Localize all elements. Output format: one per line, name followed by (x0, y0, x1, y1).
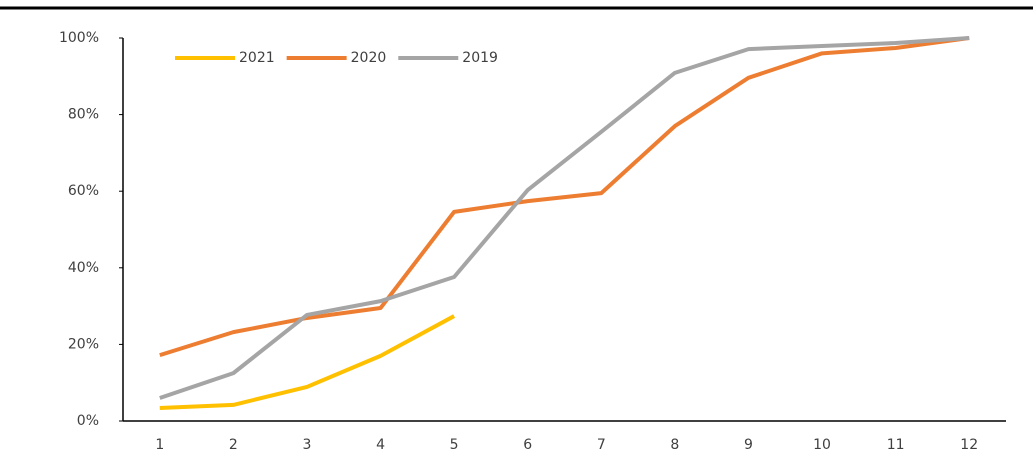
x-tick-label: 6 (523, 437, 532, 453)
series-line (159, 36, 970, 400)
legend-label: 2020 (351, 50, 387, 66)
y-tick-label: 20% (68, 336, 99, 352)
legend-label: 2021 (239, 50, 275, 66)
series-line (159, 314, 456, 410)
x-tick-label: 9 (744, 437, 753, 453)
legend-label: 2019 (462, 50, 498, 66)
x-tick-label: 4 (376, 437, 385, 453)
x-tick-label: 1 (155, 437, 164, 453)
x-tick-label: 3 (302, 437, 311, 453)
y-tick-label: 100% (59, 30, 99, 46)
y-tick-label: 40% (68, 260, 99, 276)
y-tick-label: 60% (68, 183, 99, 199)
y-tick-label: 80% (68, 107, 99, 123)
x-tick-label: 12 (960, 437, 978, 453)
x-tick-label: 11 (887, 437, 905, 453)
y-tick-label: 0% (77, 413, 99, 429)
x-tick-label: 2 (229, 437, 238, 453)
x-tick-label: 7 (597, 437, 606, 453)
series-line (159, 36, 970, 358)
x-tick-label: 8 (670, 437, 679, 453)
x-tick-label: 10 (813, 437, 831, 453)
x-tick-label: 5 (450, 437, 459, 453)
